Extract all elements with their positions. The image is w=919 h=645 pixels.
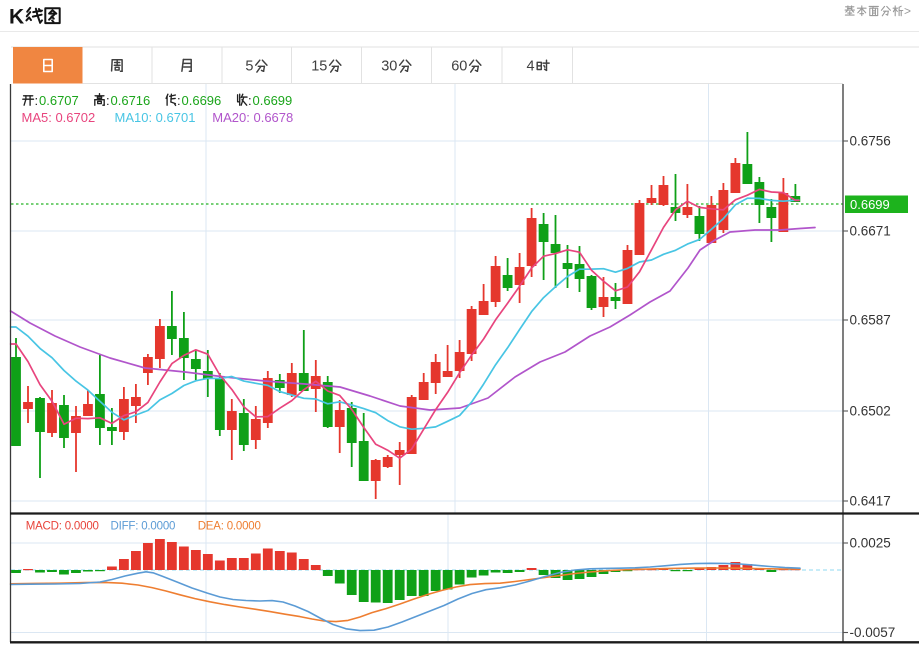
svg-text::: : — [177, 93, 181, 108]
svg-text:MA20: 0.6678: MA20: 0.6678 — [212, 110, 293, 125]
svg-text:DEA: 0.0000: DEA: 0.0000 — [198, 521, 261, 533]
svg-text::: : — [248, 93, 252, 108]
svg-text:>: > — [904, 4, 911, 18]
svg-text:-0.0057: -0.0057 — [850, 625, 896, 640]
svg-text:0.6756: 0.6756 — [850, 134, 891, 149]
svg-text:MA10: 0.6701: MA10: 0.6701 — [115, 110, 196, 125]
svg-text:0.6587: 0.6587 — [850, 313, 891, 328]
svg-text:30: 30 — [381, 59, 397, 75]
svg-text:0.6699: 0.6699 — [850, 197, 890, 212]
svg-text::: : — [106, 93, 110, 108]
svg-text:0.6699: 0.6699 — [253, 93, 293, 108]
svg-text:0.6502: 0.6502 — [850, 404, 891, 419]
svg-text:0.6707: 0.6707 — [39, 93, 79, 108]
svg-text:60: 60 — [451, 59, 467, 75]
svg-text:0.6671: 0.6671 — [850, 224, 891, 239]
svg-text:15: 15 — [311, 59, 327, 75]
svg-text:0.6716: 0.6716 — [111, 93, 151, 108]
svg-text:DIFF: 0.0000: DIFF: 0.0000 — [111, 521, 176, 533]
svg-text::: : — [35, 93, 39, 108]
svg-text:0.6417: 0.6417 — [850, 494, 891, 509]
svg-text:4: 4 — [527, 59, 535, 75]
svg-text:0.0025: 0.0025 — [850, 536, 891, 551]
svg-text:MA5: 0.6702: MA5: 0.6702 — [22, 110, 96, 125]
svg-text:K: K — [9, 6, 24, 29]
svg-text:MACD: 0.0000: MACD: 0.0000 — [26, 521, 99, 533]
svg-text:0.6696: 0.6696 — [182, 93, 222, 108]
svg-text:5: 5 — [245, 59, 253, 75]
